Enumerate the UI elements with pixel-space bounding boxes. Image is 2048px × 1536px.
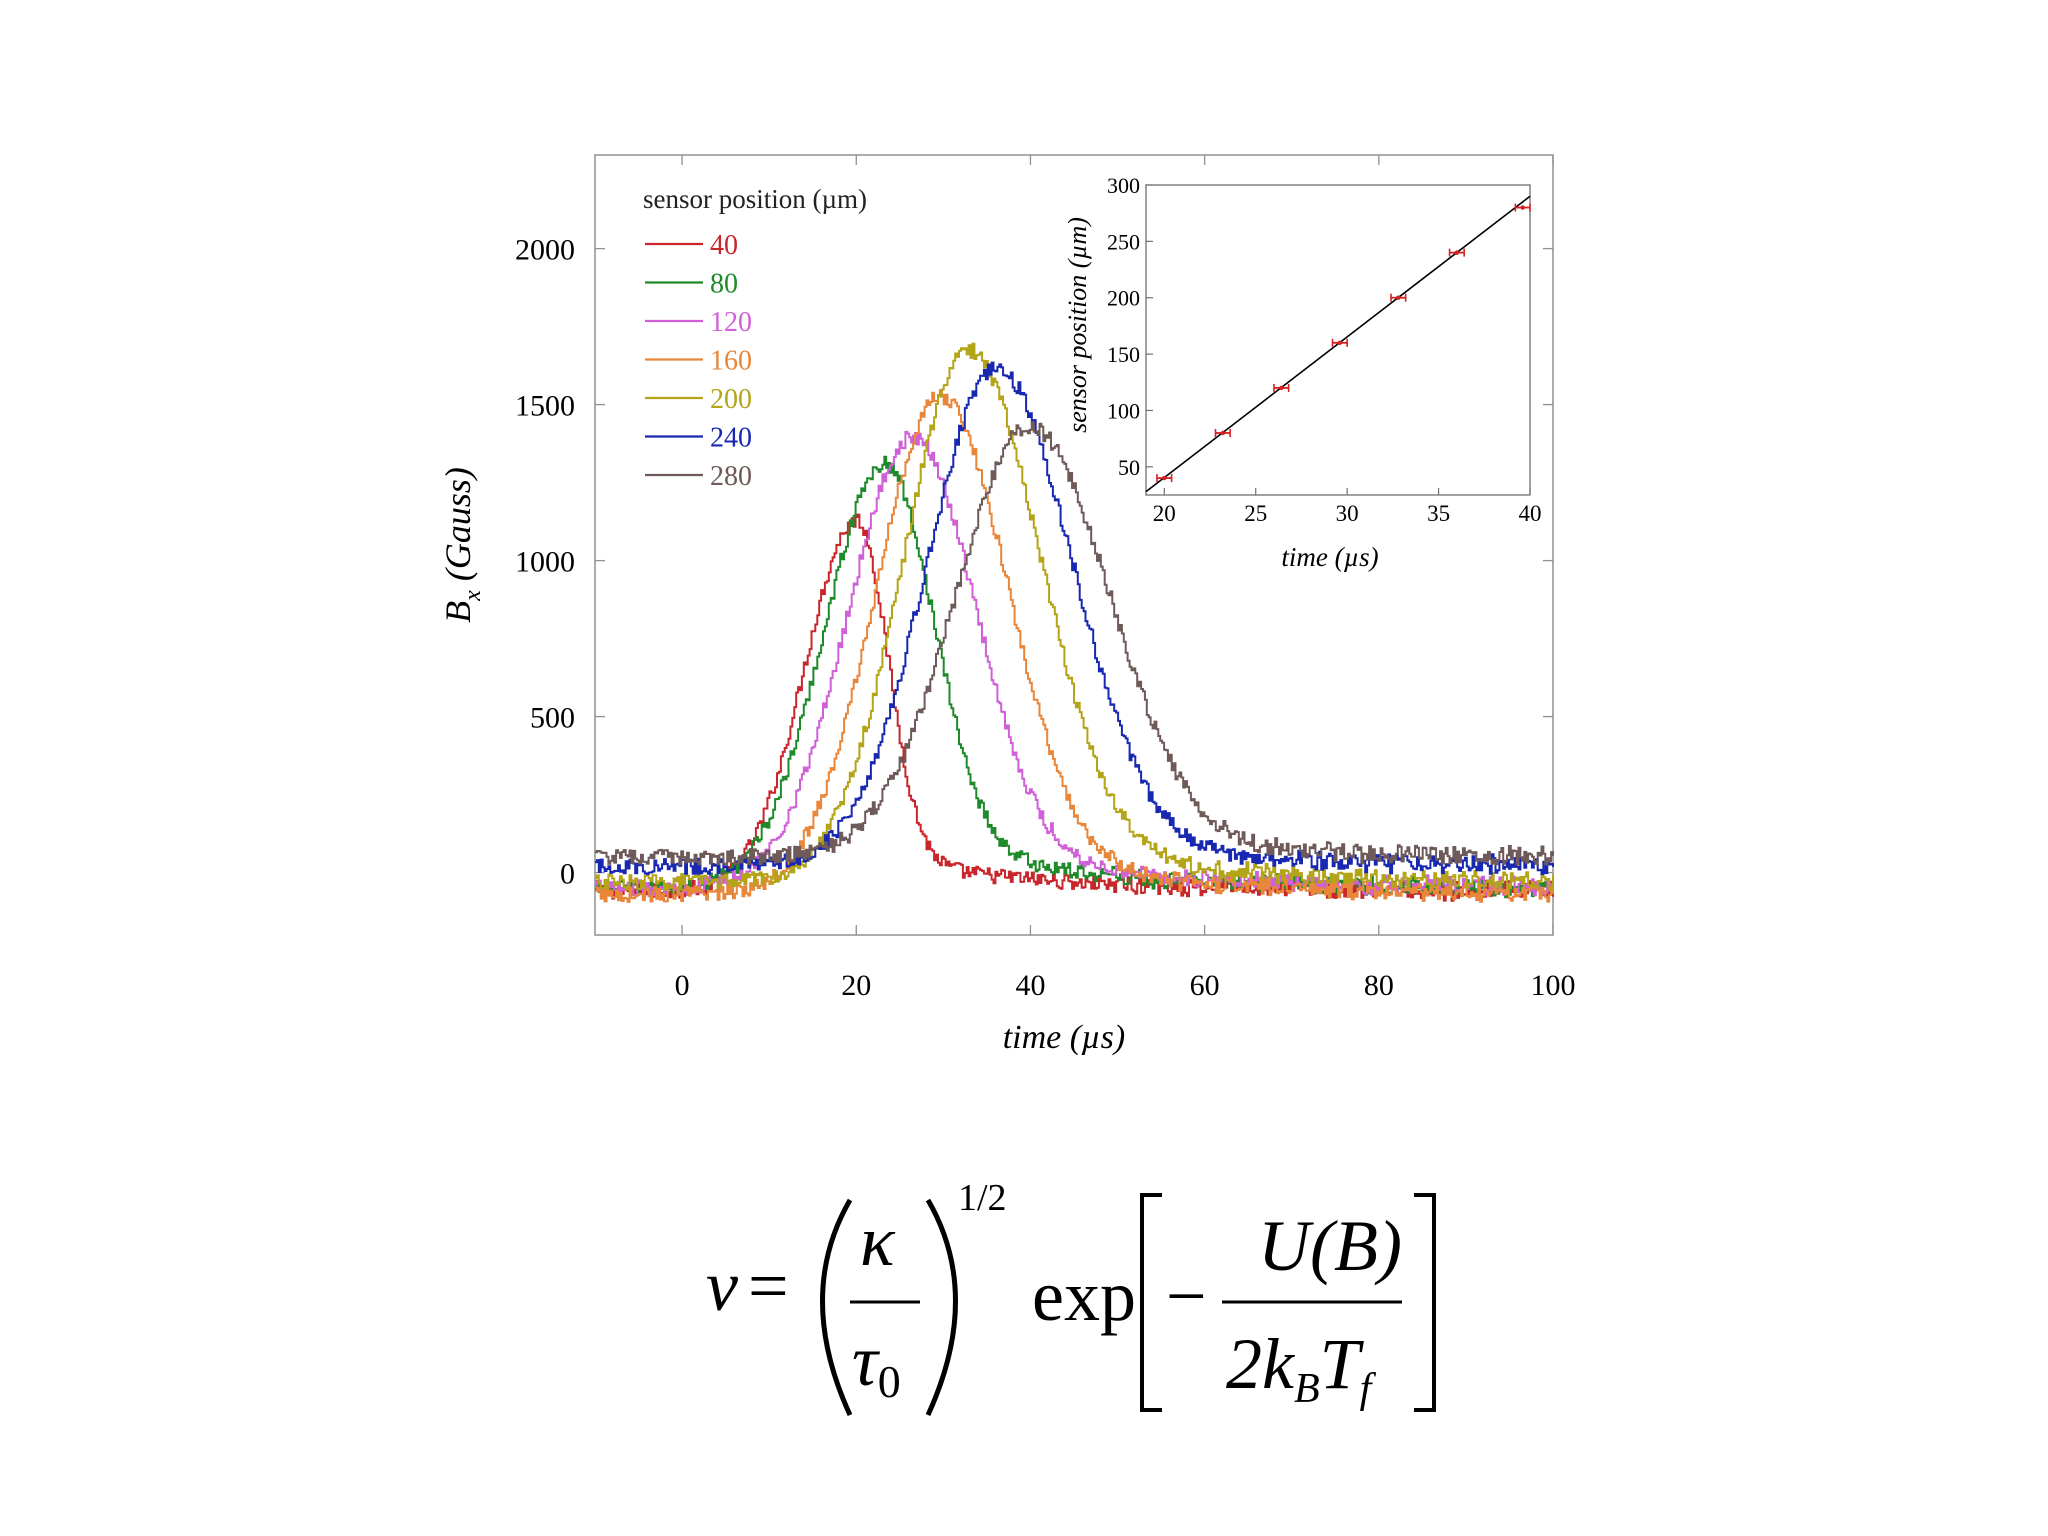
inset-ticks: 20 25 30 35 40 50 100 150 200 250 300 — [1107, 173, 1542, 526]
series-line-280 — [595, 421, 1554, 866]
eq-kappa: κ — [860, 1201, 896, 1281]
eq-right-paren — [925, 1198, 958, 1417]
main-y-tick-label: 2000 — [515, 234, 575, 267]
legend-label-200: 200 — [710, 384, 752, 415]
legend-label-240: 240 — [710, 423, 752, 454]
eq-left-paren — [820, 1198, 853, 1417]
main-x-ticks: 0 20 40 60 80 100 — [675, 155, 1576, 1002]
equation-group: v = κ τ0 1/2 exp − U(B) 2kBTf — [706, 1177, 1436, 1417]
inset-point-3 — [1331, 338, 1348, 347]
main-x-tick-label: 20 — [841, 969, 871, 1002]
inset-point-1 — [1214, 429, 1231, 437]
inset-point-6 — [1514, 203, 1531, 212]
main-x-tick-label: 80 — [1364, 969, 1394, 1002]
main-y-tick-label: 500 — [530, 702, 575, 735]
eq-tau-sub: 0 — [878, 1356, 901, 1407]
eq-left-bracket — [1140, 1193, 1162, 1412]
equation: v = κ τ0 1/2 exp − U(B) 2kBTf — [706, 1177, 1436, 1417]
main-y-tick-label: 1500 — [515, 390, 575, 423]
eq-right-bracket — [1414, 1193, 1436, 1412]
inset-y-tick-label: 150 — [1107, 342, 1140, 367]
inset-point-2 — [1273, 383, 1290, 392]
main-x-axis-label: time (µs) — [1003, 1019, 1126, 1056]
inset-marks — [1145, 195, 1531, 493]
main-y-axis-label: Bx (Gauss) — [438, 467, 486, 623]
inset-point-5 — [1448, 248, 1465, 257]
eq-denominator: 2kBTf — [1226, 1324, 1377, 1412]
main-series-group — [595, 342, 1554, 903]
inset-plot-frame — [1145, 184, 1531, 496]
inset-y-axis-label: sensor position (µm) — [1063, 217, 1092, 433]
main-x-tick-label: 0 — [675, 969, 690, 1002]
eq-lhs: v — [706, 1246, 738, 1326]
inset-chart: 20 25 30 35 40 50 100 150 200 250 300 time (µs) se… — [1063, 173, 1542, 572]
inset-y-tick-label: 100 — [1107, 398, 1140, 423]
eq-exp: exp — [1032, 1256, 1136, 1336]
inset-point-4 — [1390, 293, 1407, 302]
series-line-200 — [595, 342, 1554, 891]
legend-label-40: 40 — [710, 230, 738, 261]
main-x-tick-label: 100 — [1531, 969, 1576, 1002]
eq-tau: τ0 — [852, 1321, 901, 1407]
eq-tf-sub: f — [1360, 1366, 1377, 1412]
main-y-tick-label: 1000 — [515, 546, 575, 579]
inset-x-axis-label: time (µs) — [1281, 542, 1378, 572]
main-x-tick-label: 60 — [1190, 969, 1220, 1002]
main-y-ticks: 0 500 1000 1500 2000 — [515, 234, 1553, 891]
eq-kb-sub: B — [1294, 1366, 1320, 1412]
main-y-tick-label: 0 — [560, 858, 575, 891]
inset-y-tick-label: 300 — [1107, 173, 1140, 198]
inset-y-tick-label: 200 — [1107, 286, 1140, 311]
legend-label-80: 80 — [710, 269, 738, 300]
y-label-main: B — [438, 601, 478, 623]
inset-x-tick-label: 30 — [1336, 501, 1359, 526]
inset-x-tick-label: 25 — [1244, 501, 1267, 526]
y-label-sub: x — [460, 590, 486, 602]
main-x-tick-label: 40 — [1015, 969, 1045, 1002]
legend-title: sensor position (µm) — [643, 184, 867, 214]
eq-equals: = — [748, 1246, 789, 1326]
inset-x-tick-label: 40 — [1519, 501, 1542, 526]
eq-exponent: 1/2 — [958, 1177, 1007, 1219]
legend-label-280: 280 — [710, 461, 752, 492]
inset-point-0 — [1156, 474, 1173, 483]
inset-y-tick-label: 50 — [1118, 455, 1140, 480]
svg-text:Bx (Gauss): Bx (Gauss) — [438, 467, 486, 623]
y-label-unit: (Gauss) — [438, 467, 478, 581]
eq-minus: − — [1166, 1256, 1207, 1336]
legend-label-120: 120 — [710, 307, 752, 338]
inset-x-tick-label: 20 — [1153, 501, 1176, 526]
main-legend: sensor position (µm) 40 80 120 160 200 240 280 — [643, 184, 867, 492]
eq-numerator: U(B) — [1258, 1206, 1402, 1286]
legend-label-160: 160 — [710, 346, 752, 377]
inset-y-tick-label: 250 — [1107, 229, 1140, 254]
inset-x-tick-label: 35 — [1427, 501, 1450, 526]
series-line-240 — [595, 361, 1554, 876]
